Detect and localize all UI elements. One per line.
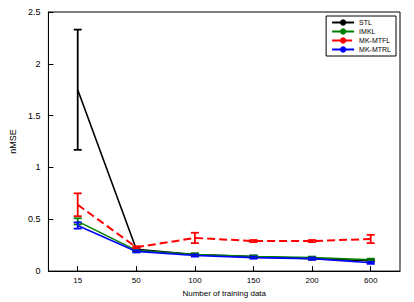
- svg-text:Number of training data: Number of training data: [182, 289, 266, 298]
- svg-text:15: 15: [73, 276, 82, 285]
- svg-text:150: 150: [247, 276, 261, 285]
- svg-text:0.5: 0.5: [28, 214, 41, 224]
- svg-text:1.5: 1.5: [28, 111, 41, 121]
- svg-text:nMSE: nMSE: [8, 129, 18, 154]
- svg-text:STL: STL: [359, 19, 372, 26]
- svg-text:100: 100: [188, 276, 202, 285]
- svg-text:MK-MTRL: MK-MTRL: [359, 46, 391, 53]
- svg-text:IMKL: IMKL: [359, 28, 375, 35]
- svg-text:1: 1: [35, 162, 40, 172]
- svg-text:2: 2: [35, 59, 40, 69]
- svg-text:MK-MTFL: MK-MTFL: [359, 37, 390, 44]
- svg-text:600: 600: [364, 276, 378, 285]
- svg-text:0: 0: [35, 266, 40, 276]
- svg-text:200: 200: [305, 276, 319, 285]
- svg-text:2.5: 2.5: [28, 7, 41, 17]
- svg-text:50: 50: [132, 276, 141, 285]
